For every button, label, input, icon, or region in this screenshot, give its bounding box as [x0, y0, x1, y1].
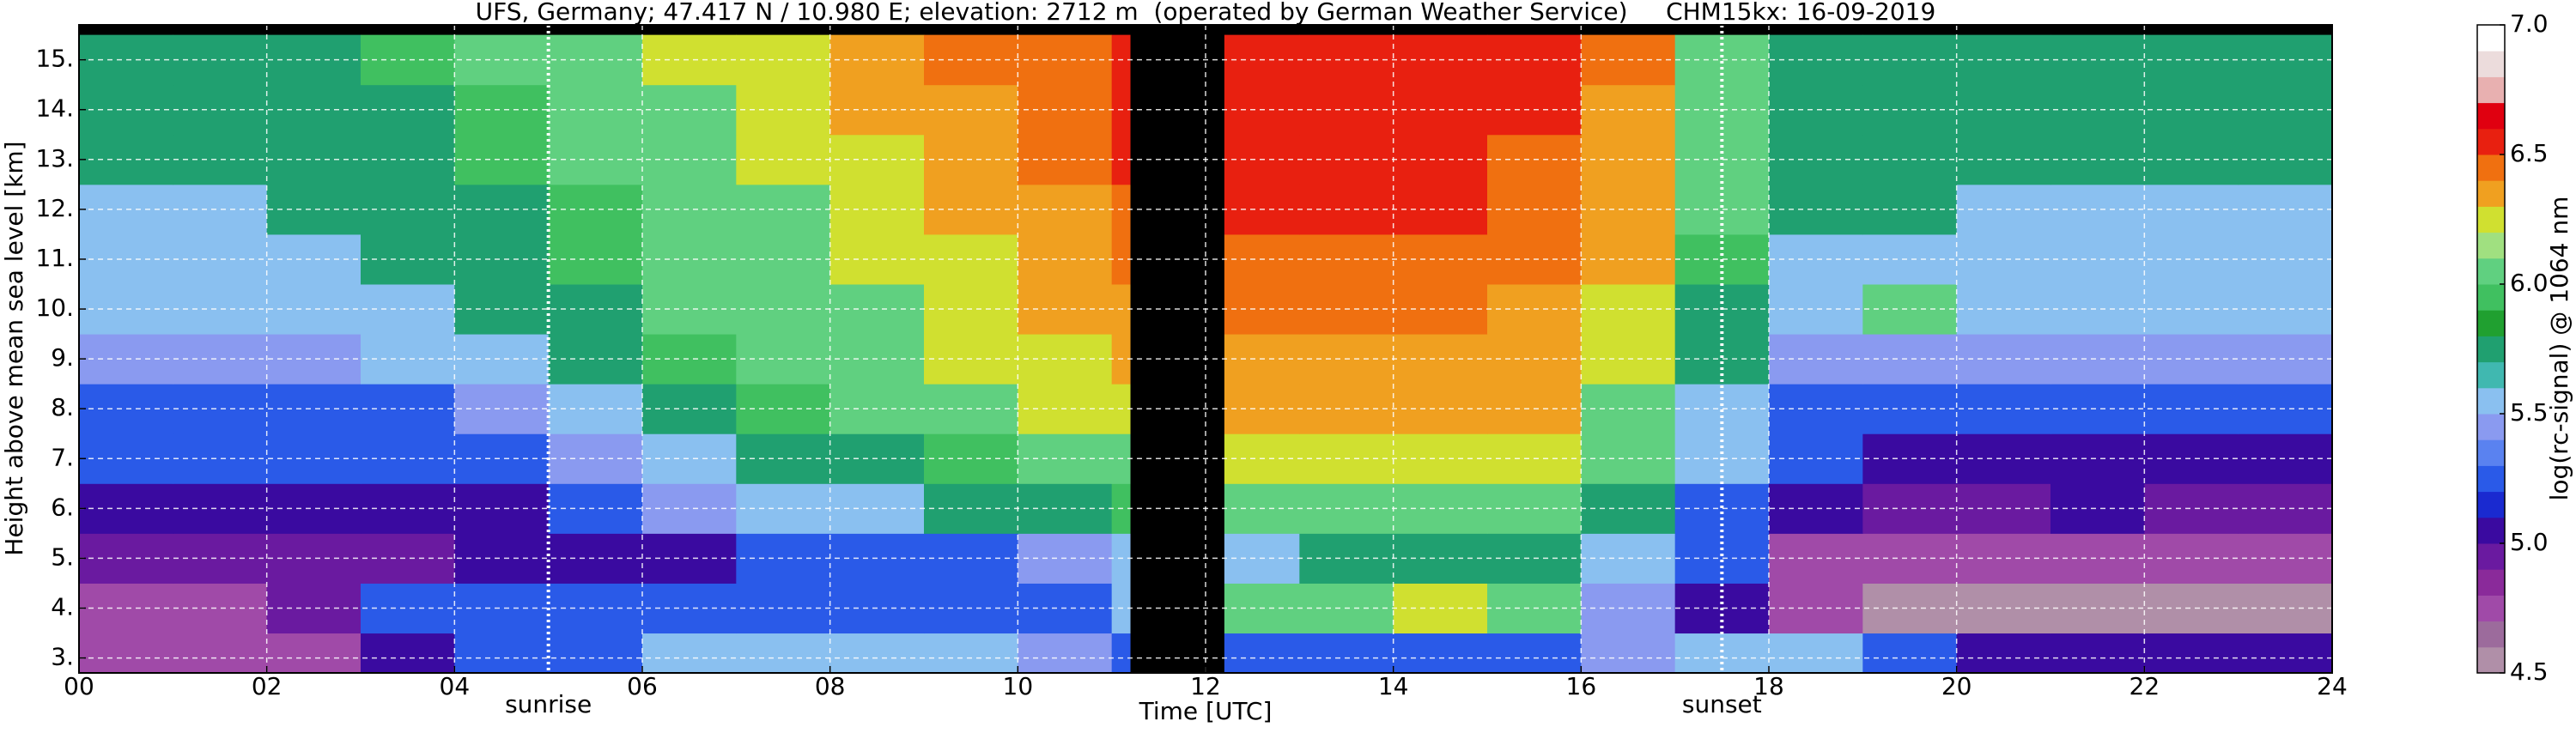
heatmap-cell — [1769, 633, 1863, 673]
heatmap-cell — [548, 633, 643, 673]
heatmap-cell — [1299, 633, 1394, 673]
heatmap-cell — [1956, 633, 2051, 673]
y-tick-label: 9. — [51, 343, 74, 372]
colorbar-tick-label: 4.5 — [2510, 657, 2549, 686]
colorbar-level — [2477, 361, 2505, 389]
x-tick-label: 20 — [1941, 672, 1972, 700]
heatmap-cell — [361, 633, 455, 673]
y-tick-label: 10. — [35, 294, 74, 322]
colorbar-level — [2477, 102, 2505, 130]
colorbar-level — [2477, 569, 2505, 596]
chart-title: UFS, Germany; 47.417 N / 10.980 E; eleva… — [476, 0, 1936, 26]
colorbar-level — [2477, 25, 2505, 51]
overlay — [79, 25, 2332, 673]
y-tick-label: 8. — [51, 393, 74, 421]
colorbar-level — [2477, 439, 2505, 466]
x-tick-label: 16 — [1566, 672, 1597, 700]
y-tick-label: 5. — [51, 542, 74, 571]
y-tick-label: 6. — [51, 493, 74, 521]
colorbar-level — [2477, 206, 2505, 233]
colorbar-level — [2477, 76, 2505, 104]
heatmap-cell — [1862, 633, 1958, 673]
x-tick-label: 22 — [2129, 672, 2160, 700]
y-tick-label: 3. — [51, 643, 74, 671]
colorbar-level — [2477, 257, 2505, 285]
heatmap-cell — [1018, 633, 1113, 673]
heatmap-cell — [736, 633, 831, 673]
colorbar-tick-label: 6.0 — [2510, 269, 2549, 297]
x-tick-label: 18 — [1753, 672, 1784, 700]
colorbar-level — [2477, 51, 2505, 77]
x-axis-label: Time [UTC] — [1139, 697, 1273, 725]
colorbar-level — [2477, 232, 2505, 259]
y-axis-label: Height above mean sea level [km] — [0, 141, 28, 555]
x-tick-label: 04 — [440, 672, 471, 700]
colorbar-level — [2477, 154, 2505, 181]
heatmap-cell — [1581, 633, 1676, 673]
heatmap-cell — [642, 633, 737, 673]
colorbar-level — [2477, 595, 2505, 622]
colorbar-level — [2477, 517, 2505, 544]
x-tick-label: 00 — [64, 672, 94, 700]
colorbar-label: log(rc-signal) @ 1064 nm — [2545, 197, 2573, 501]
heatmap-cell — [173, 633, 268, 673]
no-data-gap — [1130, 25, 1224, 673]
colorbar-tick-label: 6.5 — [2510, 139, 2549, 167]
heatmap-cell — [266, 633, 361, 673]
y-tick-label: 4. — [51, 593, 74, 621]
y-tick-label: 15. — [35, 45, 74, 73]
colorbar-tick-label: 5.5 — [2510, 398, 2549, 427]
y-tick-label: 12. — [35, 194, 74, 222]
colorbar-level — [2477, 284, 2505, 311]
colorbar-level — [2477, 336, 2505, 363]
marker-label: sunset — [1682, 690, 1762, 718]
y-tick-label: 14. — [35, 94, 74, 123]
heatmap-cell — [2144, 633, 2239, 673]
colorbar-level — [2477, 180, 2505, 207]
colorbar-level — [2477, 491, 2505, 518]
colorbar-tick-label: 7.0 — [2510, 9, 2549, 38]
colorbar-level — [2477, 414, 2505, 440]
x-tick-label: 14 — [1378, 672, 1409, 700]
colorbar-tick-label: 5.0 — [2510, 528, 2549, 556]
x-tick-label: 12 — [1190, 672, 1221, 700]
marker-label: sunrise — [505, 690, 592, 718]
colorbar-level — [2477, 621, 2505, 648]
heatmap-cell — [2050, 633, 2145, 673]
colorbar-level — [2477, 387, 2505, 415]
colorbar-level — [2477, 465, 2505, 493]
colorbar-level — [2477, 128, 2505, 155]
y-tick-label: 11. — [35, 244, 74, 272]
heatmap-cell — [1393, 633, 1488, 673]
colorbar-level — [2477, 646, 2505, 674]
y-tick-label: 7. — [51, 443, 74, 471]
heatmap-cell — [1487, 633, 1582, 673]
x-tick-label: 24 — [2317, 672, 2348, 700]
heatmap-cell — [454, 633, 550, 673]
colorbar-level — [2477, 543, 2505, 570]
colorbar-frame — [2476, 24, 2506, 674]
heatmap-cell — [2238, 633, 2332, 673]
x-tick-label: 10 — [1003, 672, 1034, 700]
heatmap-cell — [79, 633, 173, 673]
x-tick-label: 06 — [627, 672, 658, 700]
x-tick-label: 08 — [815, 672, 846, 700]
y-tick-label: 13. — [35, 144, 74, 173]
heatmap-cell — [829, 633, 925, 673]
x-tick-label: 02 — [252, 672, 283, 700]
heatmap-cell — [924, 633, 1018, 673]
colorbar-level — [2477, 310, 2505, 336]
